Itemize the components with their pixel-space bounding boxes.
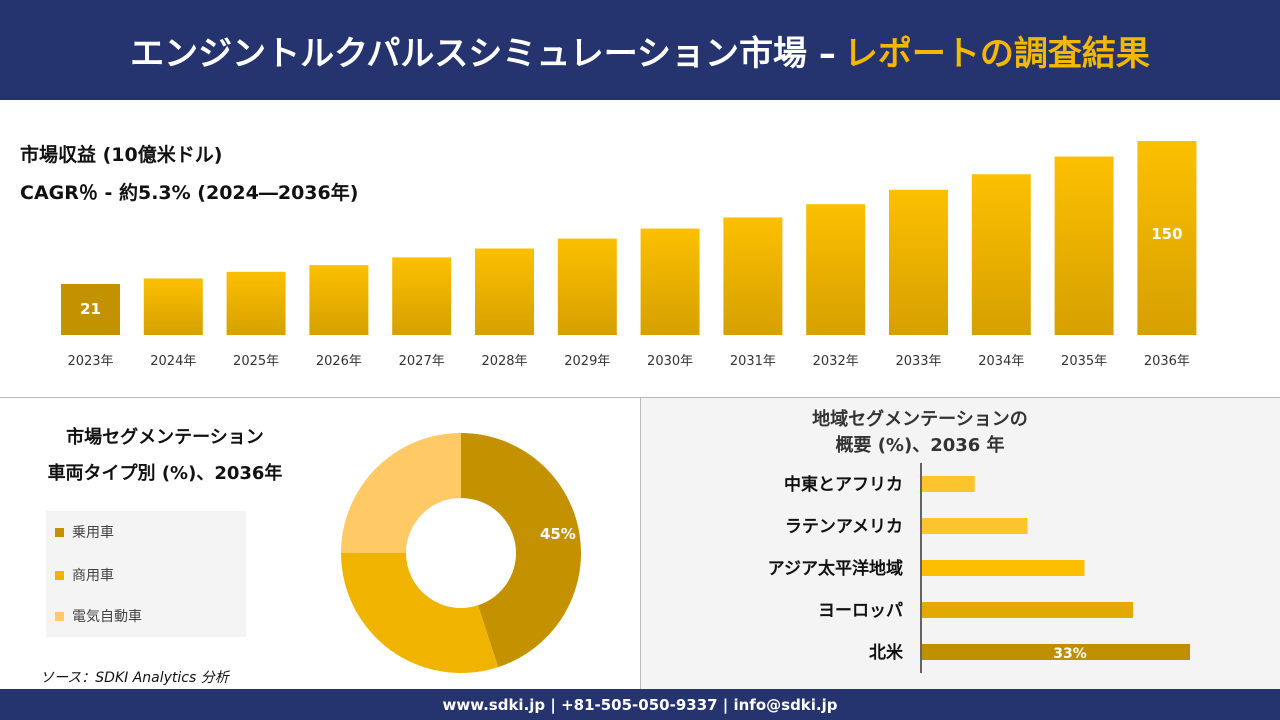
footer-contact: www.sdki.jp | +81-505-050-9337 | info@sd…: [0, 689, 1280, 720]
region-bar: [922, 602, 1134, 618]
x-tick-label: 2027年: [399, 354, 445, 369]
revenue-bar: [640, 228, 700, 335]
source-note: ソース：SDKI Analytics 分析: [40, 670, 229, 686]
header: エンジントルクパルスシミュレーション市場 – レポートの調査結果: [0, 0, 1280, 100]
revenue-bar: [723, 217, 783, 335]
revenue-bar: [143, 278, 203, 335]
page-title-accent: レポートの調査結果: [843, 33, 1150, 74]
revenue-bar: [557, 238, 617, 335]
segment-title: 市場セグメンテーション: [66, 427, 264, 448]
region-label: アジア太平洋地域: [768, 558, 903, 579]
region-subtitle: 概要 (%)、2036 年: [835, 435, 1005, 456]
x-tick-label: 2031年: [730, 354, 776, 369]
x-tick-label: 2035年: [1061, 354, 1107, 369]
region-label: 中東とアフリカ: [784, 474, 903, 495]
legend: [46, 511, 246, 637]
x-tick-label: 2024年: [150, 354, 196, 369]
data-label: 150: [1151, 225, 1182, 243]
revenue-bar: [475, 248, 534, 335]
x-tick-label: 2032年: [813, 354, 859, 369]
revenue-title: 市場収益 (10億米ドル): [20, 144, 223, 166]
revenue-bar: [1054, 156, 1114, 335]
data-label: 33%: [1053, 646, 1087, 662]
legend-label: 商用車: [72, 568, 114, 584]
region-label: ヨーロッパ: [818, 601, 903, 621]
legend-item: 電気自動車: [55, 606, 142, 626]
legend-item: 乗用車: [55, 522, 114, 542]
region-title: 地域セグメンテーションの: [812, 409, 1028, 430]
revenue-bar: [61, 284, 120, 335]
divider: [0, 397, 1280, 398]
legend-label: 乗用車: [72, 525, 114, 541]
revenue-bar: [971, 174, 1031, 335]
donut-slice: [341, 553, 499, 673]
x-tick-label: 2034年: [978, 354, 1024, 369]
x-tick-label: 2025年: [233, 354, 279, 369]
region-label: ラテンアメリカ: [785, 517, 903, 537]
x-tick-label: 2026年: [316, 354, 362, 369]
donut-slice: [341, 433, 461, 553]
x-tick-label: 2036年: [1144, 354, 1190, 369]
x-tick-label: 2030年: [647, 354, 693, 369]
x-tick-label: 2033年: [895, 354, 941, 369]
revenue-bar: [806, 204, 866, 335]
region-bar: [922, 518, 1028, 534]
legend-swatch: [55, 611, 64, 621]
region-bar: [922, 560, 1085, 576]
legend-item: 商用車: [55, 565, 114, 585]
x-tick-label: 2028年: [481, 354, 527, 369]
revenue-bar: [889, 189, 948, 335]
x-tick-label: 2029年: [564, 354, 610, 369]
divider: [640, 398, 641, 690]
segment-subtitle: 車両タイプ別 (%)、2036年: [47, 463, 283, 484]
region-label: 北米: [869, 642, 904, 663]
legend-swatch: [55, 570, 64, 580]
region-bar: [922, 644, 1190, 660]
cagr-subtitle: CAGR％ - 約5.3% (2024―2036年): [20, 182, 359, 204]
data-label: 45%: [540, 525, 576, 543]
region-bar: [922, 476, 975, 492]
legend-label: 電気自動車: [72, 609, 142, 625]
legend-swatch: [55, 527, 64, 537]
x-tick-label: 2023年: [67, 354, 113, 369]
donut-slice: [461, 433, 581, 668]
data-label: 21: [80, 300, 101, 318]
revenue-bar: [226, 271, 286, 335]
revenue-bar: [392, 257, 452, 335]
revenue-bar: [1137, 140, 1197, 335]
page-title: エンジントルクパルスシミュレーション市場 –: [130, 33, 836, 74]
revenue-bar: [309, 265, 369, 335]
region-panel: [641, 398, 1280, 690]
